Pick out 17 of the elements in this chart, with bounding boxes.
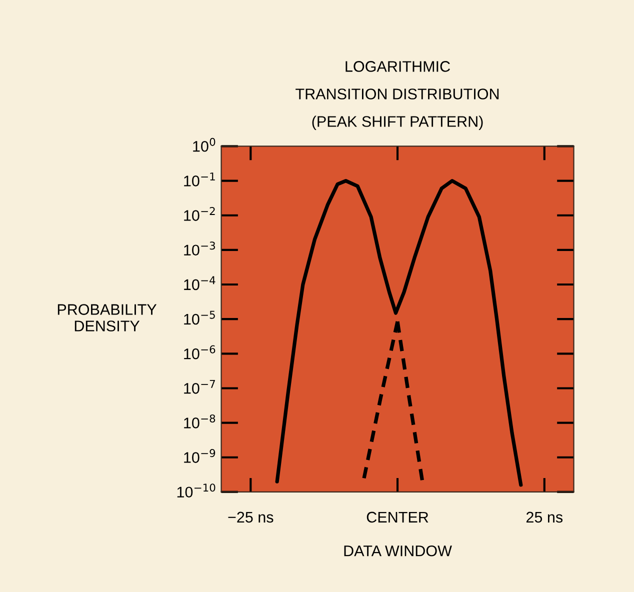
y-tick-label: 10$^{−3}$ (184, 242, 215, 256)
y-tick-label: 10$^{−1}$ (184, 172, 215, 186)
y-tick-label: 10$^{−4}$ (184, 276, 216, 290)
chart-title: LOGARITHMIC TRANSITION DISTRIBUTION (PEAK SHIFT PATTERN) (296, 61, 499, 130)
y-tick-label: 10$^{−5}$ (184, 310, 215, 325)
y-tick-label: 10$^{−7}$ (184, 380, 215, 394)
y-tick-label: 10$^{−6}$ (184, 345, 216, 360)
y-tick-label: 10$^{−2}$ (184, 207, 215, 221)
y-tick-label: 10$^{0}$ (193, 138, 216, 152)
y-tick-label: 10$^{−8}$ (184, 414, 216, 428)
x-tick-label: 25 ns (526, 512, 563, 523)
x-axis-title: DATA WINDOW (344, 545, 452, 556)
y-axis-title: PROBABILITY DENSITY (58, 304, 157, 332)
y-tick-label: 10$^{−10}$ (177, 484, 216, 498)
x-tick-label: −25 ns (228, 512, 274, 523)
x-tick-label: CENTER (366, 512, 428, 523)
y-tick-label: 10$^{−9}$ (184, 449, 216, 463)
